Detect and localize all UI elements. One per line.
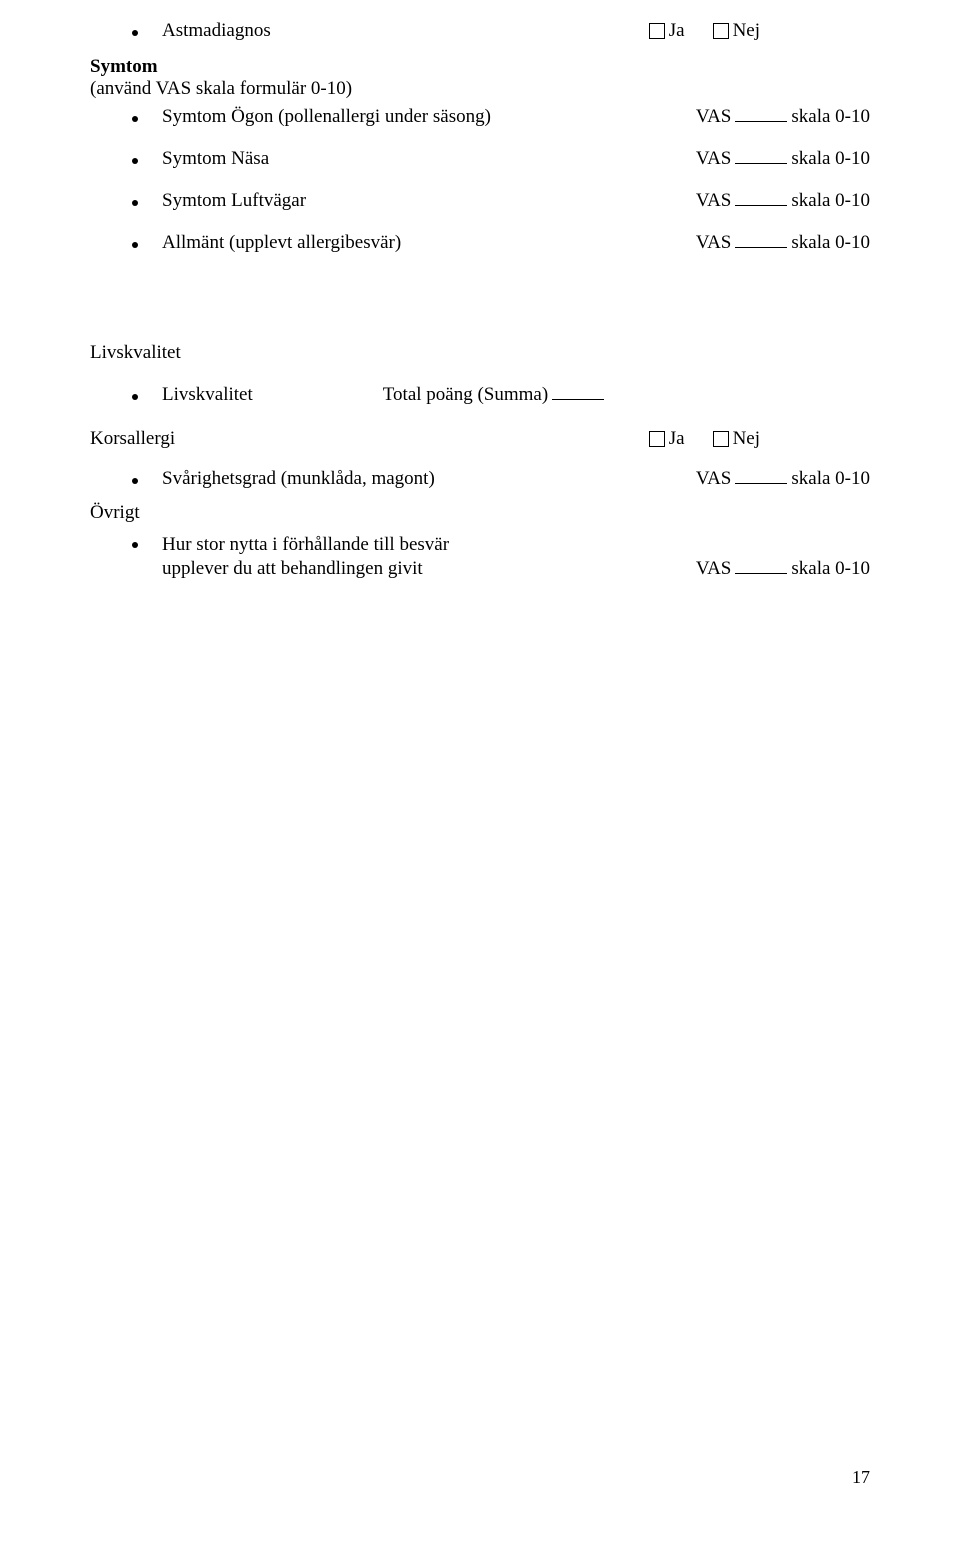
vas-group: VAS skala 0-10 [696,146,870,170]
astma-row: Astmadiagnos Ja Nej [90,20,870,42]
korsallergi-label: Korsallergi [90,428,175,450]
scale-text: skala 0-10 [791,468,870,490]
nej-label: Nej [733,428,760,449]
scale-text: skala 0-10 [791,148,870,170]
vas-text: VAS [696,148,732,170]
scale-text: skala 0-10 [791,190,870,212]
ja-label: Ja [669,428,685,449]
vas-text: VAS [696,558,732,580]
bullet-icon [132,394,138,400]
total-text: Total poäng (Summa) [383,384,548,406]
symtom-row: Allmänt (upplevt allergibesvär) VAS skal… [90,230,870,254]
nej-label: Nej [733,20,760,41]
bullet-icon [132,542,138,548]
vas-group: VAS skala 0-10 [696,188,870,212]
astma-checkbox-group: Ja Nej [649,20,760,42]
checkbox-ja-wrap: Ja [649,428,685,450]
checkbox-nej[interactable] [713,23,729,39]
checkbox-ja-wrap: Ja [649,20,685,42]
vas-blank[interactable] [735,230,787,248]
bullet-icon [132,200,138,206]
livskvalitet-heading: Livskvalitet [90,342,870,364]
symtom-label: Symtom Ögon (pollenallergi under säsong) [162,106,491,128]
symtom-row: Symtom Ögon (pollenallergi under säsong)… [90,104,870,128]
bullet-icon [132,116,138,122]
ovrigt-line1: Hur stor nytta i förhållande till besvär [162,534,870,556]
vas-blank[interactable] [735,146,787,164]
livskvalitet-row: Livskvalitet Total poäng (Summa) [90,382,870,406]
summa-blank[interactable] [552,382,604,400]
vas-group: VAS skala 0-10 [696,104,870,128]
vas-blank[interactable] [735,556,787,574]
bullet-icon [132,158,138,164]
checkbox-nej[interactable] [713,431,729,447]
bullet-icon [132,242,138,248]
vas-group: VAS skala 0-10 [696,466,870,490]
vas-blank[interactable] [735,104,787,122]
ovrigt-row: Hur stor nytta i förhållande till besvär… [90,534,870,580]
korsallergi-row: Korsallergi Ja Nej [90,428,870,450]
korsallergi-checkbox-group: Ja Nej [649,428,760,450]
korsallergi-item-row: Svårighetsgrad (munklåda, magont) VAS sk… [90,466,870,490]
vas-group: VAS skala 0-10 [696,230,870,254]
vas-blank[interactable] [735,188,787,206]
checkbox-nej-wrap: Nej [713,20,760,42]
scale-text: skala 0-10 [791,106,870,128]
vas-text: VAS [696,106,732,128]
scale-text: skala 0-10 [791,232,870,254]
bullet-icon [132,30,138,36]
bullet-icon [132,478,138,484]
vas-group: VAS skala 0-10 [696,556,870,580]
scale-text: skala 0-10 [791,558,870,580]
symtom-label: Symtom Luftvägar [162,190,306,212]
ja-label: Ja [669,20,685,41]
checkbox-ja[interactable] [649,23,665,39]
symtom-sub: (använd VAS skala formulär 0-10) [90,78,870,100]
vas-text: VAS [696,468,732,490]
vas-text: VAS [696,232,732,254]
korsallergi-item: Svårighetsgrad (munklåda, magont) [162,468,435,490]
ovrigt-line2: upplever du att behandlingen givit [162,558,423,580]
livskvalitet-item: Livskvalitet [162,384,253,406]
checkbox-ja[interactable] [649,431,665,447]
symtom-row: Symtom Luftvägar VAS skala 0-10 [90,188,870,212]
checkbox-nej-wrap: Nej [713,428,760,450]
symtom-label: Allmänt (upplevt allergibesvär) [162,232,401,254]
vas-blank[interactable] [735,466,787,484]
symtom-row: Symtom Näsa VAS skala 0-10 [90,146,870,170]
symtom-label: Symtom Näsa [162,148,269,170]
astma-label: Astmadiagnos [162,20,271,42]
page-content: Astmadiagnos Ja Nej Symtom (använd VAS s… [0,0,960,580]
total-group: Total poäng (Summa) [253,382,608,406]
symtom-heading: Symtom [90,56,870,78]
ovrigt-heading: Övrigt [90,502,870,524]
vas-text: VAS [696,190,732,212]
page-number: 17 [852,1467,870,1488]
